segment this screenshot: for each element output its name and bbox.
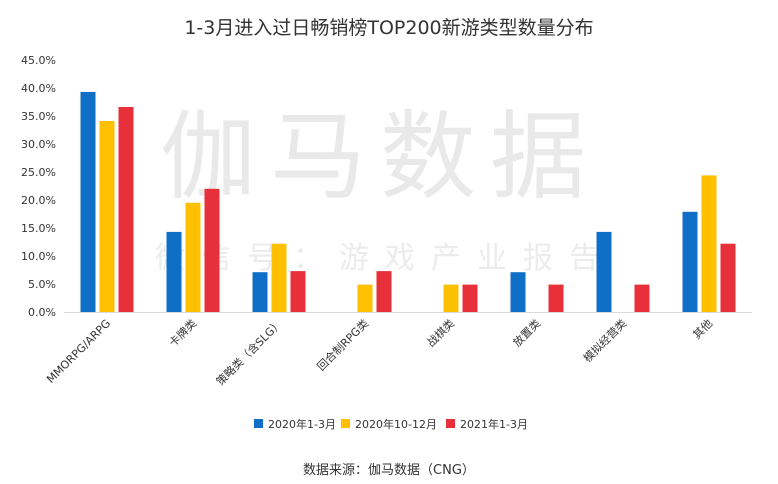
x-tick-label: MMORPG/ARPG (44, 317, 113, 386)
y-tick-label: 35.0% (21, 110, 56, 123)
bar (99, 121, 115, 312)
watermark-main: 伽马数据 (160, 101, 600, 213)
source-note: 数据来源：伽马数据（CNG） (303, 463, 475, 478)
bar (634, 284, 650, 312)
watermark-sub: 微信号：游戏产业报告 (155, 241, 615, 276)
y-tick-label: 0.0% (28, 306, 56, 319)
x-tick-label: 模拟经营类 (580, 316, 629, 365)
bar (682, 211, 698, 312)
bar (510, 272, 526, 312)
bar (290, 271, 306, 312)
legend-label: 2020年10-12月 (355, 417, 437, 431)
x-tick-label: 回合制RPG类 (314, 316, 371, 373)
y-tick-label: 25.0% (21, 166, 56, 179)
bar (118, 107, 134, 312)
bar (271, 243, 287, 312)
x-tick-label: 战棋类 (424, 316, 457, 349)
y-tick-label: 40.0% (21, 82, 56, 95)
legend: 2020年1-3月 2020年10-12月 2021年1-3月 (254, 417, 528, 431)
chart-title: 1-3月进入过日畅销榜TOP200新游类型数量分布 (184, 17, 593, 39)
y-tick-label: 5.0% (28, 278, 56, 291)
legend-swatch (254, 419, 263, 428)
bar (443, 284, 459, 312)
bar (462, 284, 478, 312)
y-tick-label: 30.0% (21, 138, 56, 151)
axes: 0.0% 5.0% 10.0% 15.0% 20.0% 25.0% 30.0% 35.0% 40… (21, 54, 752, 319)
bar (548, 284, 564, 312)
x-tick-label: 其他 (690, 317, 715, 342)
x-tick-label: 策略类（含SLG） (213, 316, 285, 388)
bar (252, 272, 268, 312)
y-tick-label: 45.0% (21, 54, 56, 67)
y-tick-label: 15.0% (21, 222, 56, 235)
y-tick-label: 10.0% (21, 250, 56, 263)
y-tick-label: 20.0% (21, 194, 56, 207)
bar (204, 188, 220, 312)
bar (166, 231, 182, 312)
legend-label: 2020年1-3月 (268, 417, 336, 431)
bar (185, 202, 201, 312)
bar (701, 175, 717, 312)
legend-swatch (446, 419, 455, 428)
legend-label: 2021年1-3月 (460, 417, 528, 431)
bar (596, 231, 612, 312)
legend-swatch (341, 419, 350, 428)
bars (80, 91, 736, 313)
bar (357, 284, 373, 312)
bar (80, 91, 96, 313)
bar (376, 271, 392, 312)
watermark: 伽马数据 微信号：游戏产业报告 (155, 101, 615, 276)
bar (720, 243, 736, 312)
x-tick-label: 卡牌类 (166, 316, 199, 349)
x-tick-label: 放置类 (510, 316, 543, 349)
category-labels: MMORPG/ARPG 卡牌类 策略类（含SLG） 回合制RPG类 战棋类 放置类 模拟经营… (44, 316, 715, 388)
